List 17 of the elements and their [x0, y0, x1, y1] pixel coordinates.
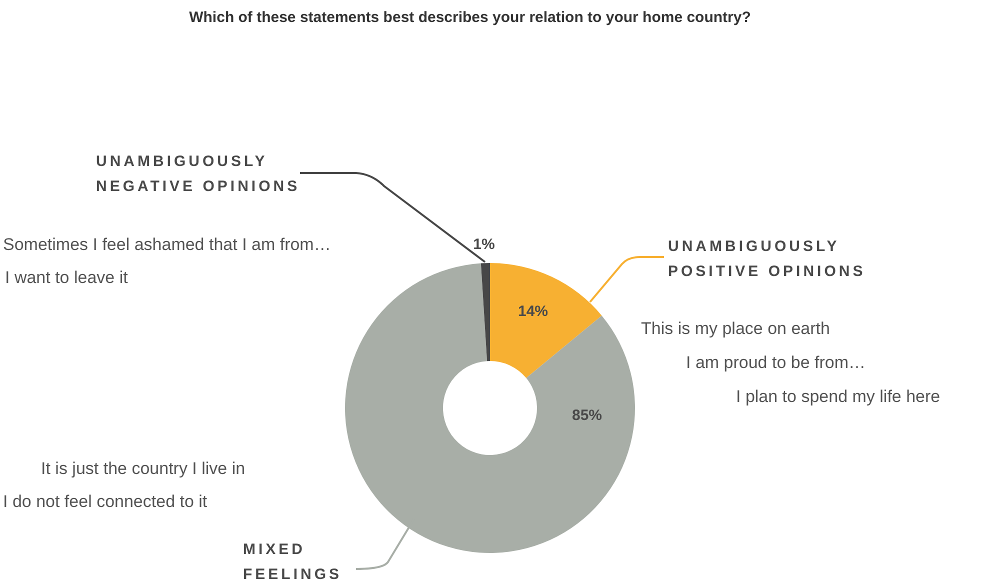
text: I plan to spend my life here: [736, 387, 940, 406]
donut-slice: [490, 263, 602, 378]
donut-slice: [480, 263, 490, 362]
text: I do not feel connected to it: [3, 492, 208, 511]
text: I want to leave it: [5, 268, 128, 287]
donut-slice: [345, 263, 635, 553]
text: It is just the country I live in: [41, 459, 246, 478]
data-label: 85%: [572, 407, 602, 424]
text: Sometimes I feel ashamed that I am from…: [3, 235, 331, 254]
data-label: 1%: [473, 236, 495, 253]
slice-label: UNAMBIGUOUSLY NEGATIVE OPINIONS: [96, 153, 300, 195]
text: This is my place on earth: [641, 319, 830, 338]
slice-label: UNAMBIGUOUSLY POSITIVE OPINIONS: [668, 238, 866, 280]
slice-label: MIXED FEELINGS: [243, 541, 342, 583]
data-label: 14%: [518, 303, 548, 320]
text: I am proud to be from…: [686, 353, 866, 372]
chart-title: Which of these statements best describes your relation to your home country?: [189, 9, 751, 26]
